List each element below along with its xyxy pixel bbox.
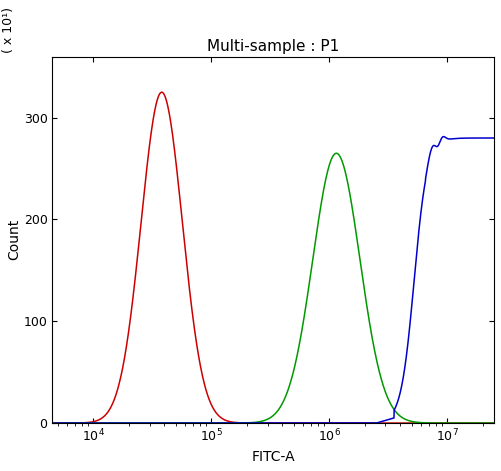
Text: ( x 10¹): ( x 10¹) <box>2 7 15 53</box>
Title: Multi-sample : P1: Multi-sample : P1 <box>207 39 339 54</box>
Y-axis label: Count: Count <box>7 219 21 260</box>
X-axis label: FITC-A: FITC-A <box>252 450 295 464</box>
